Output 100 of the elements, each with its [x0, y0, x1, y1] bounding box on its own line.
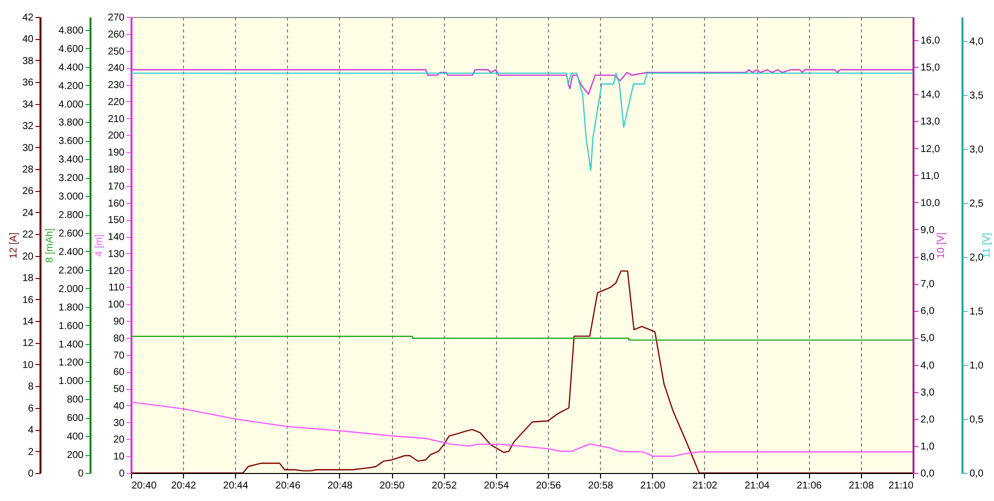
- x-tick-label: 21:06: [796, 480, 822, 492]
- y-tick-label: 12,0: [920, 144, 940, 155]
- y2-tick-label: 1.400: [58, 339, 84, 350]
- y2-tick-label: 4.200: [58, 80, 84, 92]
- y-tick-label: 9,0: [920, 224, 935, 236]
- y-tick-label: 2: [28, 446, 34, 458]
- y2-tick-label: 1.200: [58, 358, 84, 369]
- y3-tick-label: 180: [108, 164, 125, 176]
- y3-tick-label: 90: [113, 316, 125, 328]
- y3-tick-label: 120: [108, 266, 125, 277]
- y3-tick-label: 30: [113, 418, 125, 429]
- y-tick-label: 42: [22, 12, 34, 24]
- y-tick-label: 8: [28, 382, 34, 393]
- y2-tick-label: 2.800: [58, 210, 84, 222]
- y2-tick-label: 1,5: [970, 306, 984, 318]
- y-tick-label: 6,0: [920, 306, 935, 318]
- y-tick-label: 16: [22, 294, 34, 306]
- y-axis-title: 10 [V]: [936, 232, 947, 259]
- y2-tick-label: 4.400: [58, 62, 84, 74]
- y-axis-title: 12 [A]: [8, 232, 20, 259]
- y2-tick-label: 2.000: [58, 284, 84, 295]
- y3-tick-label: 220: [108, 96, 125, 108]
- y-tick-label: 10: [22, 360, 34, 371]
- y-tick-label: 4,0: [920, 360, 935, 372]
- y2-tick-label: 400: [66, 432, 84, 443]
- y2-axis-title: 8 [mAh]: [44, 228, 56, 263]
- y2-tick-label: 2.600: [58, 228, 84, 240]
- y-tick-label: 12: [22, 338, 34, 350]
- y3-axis-title: 4 [m]: [94, 234, 105, 257]
- y2-tick-label: 4.600: [58, 44, 84, 55]
- y2-tick-label: 2,5: [970, 198, 984, 210]
- x-tick-label: 21:10: [888, 480, 914, 492]
- y-tick-label: 13,0: [920, 116, 940, 128]
- y2-tick-label: 1.800: [58, 302, 84, 314]
- y-tick-label: 24: [22, 208, 34, 219]
- y2-tick-label: 2.400: [58, 246, 84, 258]
- y2-tick-label: 200: [66, 450, 84, 462]
- y3-tick-label: 240: [108, 63, 125, 74]
- line-series: [131, 401, 913, 457]
- y-tick-label: 36: [22, 78, 34, 89]
- y2-tick-label: 3.800: [58, 118, 84, 129]
- y3-tick-label: 10: [113, 452, 125, 463]
- y2-tick-label: 4.000: [58, 99, 84, 110]
- y-tick-label: 6: [28, 403, 34, 414]
- y-tick-label: 38: [22, 56, 34, 67]
- y-tick-label: 1,0: [920, 441, 935, 452]
- x-tick-label: 20:48: [327, 480, 353, 492]
- y-tick-label: 32: [22, 121, 34, 132]
- y2-tick-label: 1,0: [970, 360, 984, 372]
- y3-tick-label: 60: [113, 367, 125, 378]
- y3-tick-label: 70: [113, 350, 125, 362]
- y2-tick-label: 0: [78, 468, 84, 480]
- y3-tick-label: 230: [108, 80, 125, 92]
- y3-tick-label: 100: [108, 300, 125, 311]
- y-tick-label: 5,0: [920, 333, 935, 344]
- y2-tick-label: 600: [66, 413, 84, 424]
- y3-tick-label: 140: [108, 232, 125, 244]
- y-tick-label: 10,0: [920, 198, 940, 209]
- y-tick-label: 2,0: [920, 414, 935, 426]
- y3-tick-label: 270: [108, 12, 125, 24]
- y3-tick-label: 20: [113, 434, 125, 446]
- y-tick-label: 28: [22, 164, 34, 176]
- y2-tick-label: 0,0: [970, 468, 984, 480]
- y3-tick-label: 40: [113, 400, 125, 412]
- y3-tick-label: 260: [108, 29, 125, 40]
- y2-tick-label: 4,0: [970, 36, 984, 48]
- y2-tick-label: 2,0: [970, 252, 984, 264]
- y3-tick-label: 110: [108, 282, 125, 294]
- line-series: [131, 72, 913, 172]
- y3-tick-label: 150: [108, 215, 125, 226]
- y-tick-label: 16,0: [920, 36, 940, 47]
- y2-tick-label: 0,5: [970, 414, 984, 426]
- x-tick-label: 20:46: [275, 480, 301, 492]
- y3-tick-label: 200: [108, 130, 125, 142]
- y-tick-label: 15,0: [920, 62, 940, 74]
- y-tick-label: 0,0: [920, 468, 935, 480]
- y2-tick-label: 3.000: [58, 192, 84, 203]
- y2-tick-label: 3,0: [970, 144, 984, 156]
- y3-tick-label: 190: [108, 148, 125, 159]
- y3-tick-label: 250: [108, 46, 125, 58]
- y2-tick-label: 2.200: [58, 265, 84, 276]
- y-tick-label: 8,0: [920, 252, 935, 263]
- x-tick-label: 20:42: [171, 480, 197, 492]
- y3-tick-label: 130: [108, 248, 125, 260]
- x-tick-label: 21:08: [848, 480, 874, 492]
- y3-tick-label: 170: [108, 181, 125, 192]
- y2-tick-label: 3.400: [58, 154, 84, 166]
- y2-tick-label: 3,5: [970, 90, 984, 102]
- y-tick-label: 4: [28, 425, 34, 436]
- x-tick-label: 21:02: [692, 480, 718, 492]
- y-tick-label: 22: [22, 230, 34, 241]
- y2-tick-label: 3.600: [58, 136, 84, 148]
- y3-tick-label: 50: [113, 384, 125, 396]
- x-tick-label: 20:50: [380, 480, 406, 492]
- x-tick-label: 20:44: [223, 480, 249, 492]
- y-tick-label: 7,0: [920, 279, 935, 290]
- y3-tick-label: 160: [108, 198, 125, 210]
- y-tick-label: 3,0: [920, 387, 935, 398]
- y3-tick-label: 210: [108, 114, 125, 125]
- y3-tick-label: 80: [113, 333, 125, 344]
